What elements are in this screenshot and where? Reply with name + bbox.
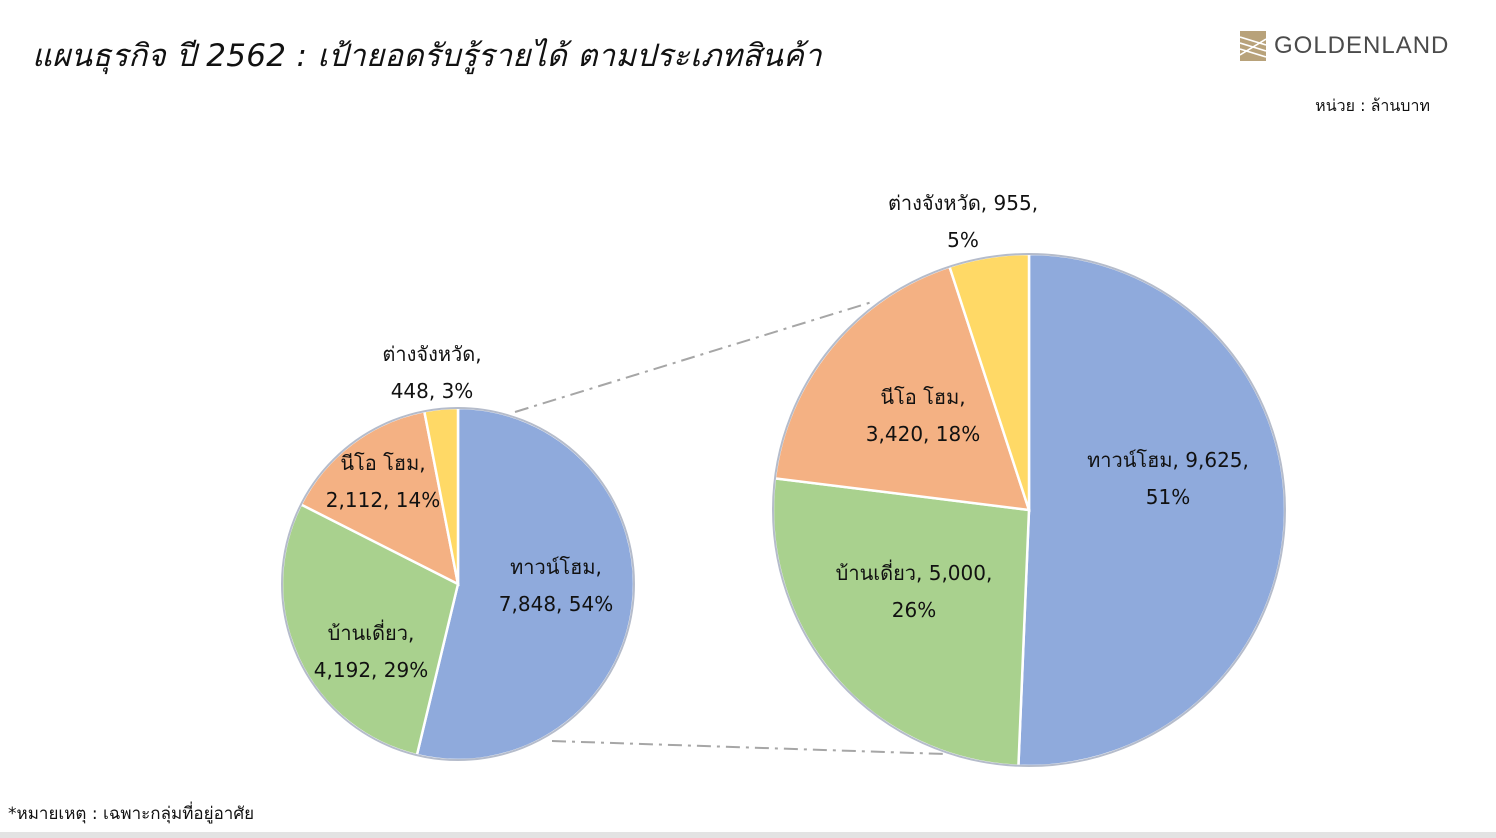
- pie-slice-neo-home: [299, 409, 460, 587]
- data-label-single-house: 26%: [892, 598, 936, 622]
- goldenland-logo-icon: [1240, 31, 1266, 61]
- logo-text: GOLDENLAND: [1274, 32, 1450, 59]
- data-label-upcountry: ต่างจังหวัด, 955,: [888, 191, 1038, 215]
- data-label-townhome: 51%: [1146, 485, 1190, 509]
- pie-slice-single-house: [771, 476, 1031, 768]
- data-label-townhome: ทาวน์โฮม, 9,625,: [1087, 448, 1249, 472]
- pie-slice-neo-home: [773, 265, 1031, 512]
- connector-line-bottom: [551, 740, 946, 755]
- data-label-neo-home: นีโอ โฮม,: [880, 385, 965, 409]
- data-label-townhome: ทาวน์โฮม,: [510, 555, 602, 579]
- pie-slice-townhome: [415, 406, 636, 762]
- pie-slice-townhome: [1017, 252, 1287, 768]
- footnote: *หมายเหตุ : เฉพาะกลุ่มที่อยู่อาศัย: [8, 804, 255, 824]
- data-label-upcountry: 5%: [947, 228, 979, 252]
- connector-line-top: [514, 301, 873, 413]
- data-label-townhome: 7,848, 54%: [499, 592, 613, 616]
- data-label-neo-home: 2,112, 14%: [326, 488, 440, 512]
- pie-slice-upcountry: [947, 252, 1031, 511]
- bottom-divider: [0, 832, 1496, 838]
- pie-outline: [281, 407, 635, 761]
- pie-slice-upcountry: [422, 406, 460, 585]
- data-label-neo-home: นีโอ โฮม,: [340, 451, 425, 475]
- connector-lines: [514, 301, 946, 755]
- data-label-single-house: 4,192, 29%: [314, 658, 428, 682]
- brand-logo: GOLDENLAND: [1240, 31, 1449, 61]
- data-label-single-house: บ้านเดี่ยว, 5,000,: [836, 559, 993, 585]
- unit-label: หน่วย : ล้านบาท: [1315, 96, 1430, 115]
- page-title: แผนธุรกิจ ปี 2562 : เป้ายอดรับรู้รายได้ …: [32, 38, 822, 74]
- pie-chart-current: ทาวน์โฮม, 7,848, 54% บ้านเดี่ยว, 4,192, 29%…: [280, 342, 636, 762]
- pie-chart-target: ทาวน์โฮม, 9,625, 51% บ้านเดี่ยว, 5,000, 26%…: [771, 191, 1287, 768]
- data-label-neo-home: 3,420, 18%: [866, 422, 980, 446]
- pie-outline: [772, 253, 1286, 767]
- pie-slice-single-house: [280, 502, 460, 757]
- data-label-single-house: บ้านเดี่ยว,: [328, 619, 415, 645]
- data-label-upcountry: 448, 3%: [391, 379, 474, 403]
- data-label-upcountry: ต่างจังหวัด,: [382, 342, 481, 366]
